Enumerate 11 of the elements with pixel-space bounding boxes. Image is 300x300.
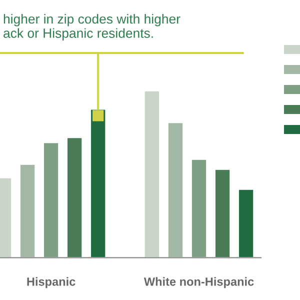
- x-tick-label: White non-Hispanic: [144, 277, 254, 288]
- x-tick-label: Hispanic: [27, 277, 76, 288]
- bar: [238, 188, 255, 258]
- bar: [66, 136, 84, 258]
- text: higher in zip codes with higher ack or Hispanic residents.: [4, 14, 180, 40]
- bar: [19, 163, 36, 258]
- bar: [190, 158, 208, 258]
- bar: [42, 142, 60, 258]
- bar: [90, 108, 107, 258]
- bar: [214, 168, 231, 258]
- bar: [167, 122, 184, 258]
